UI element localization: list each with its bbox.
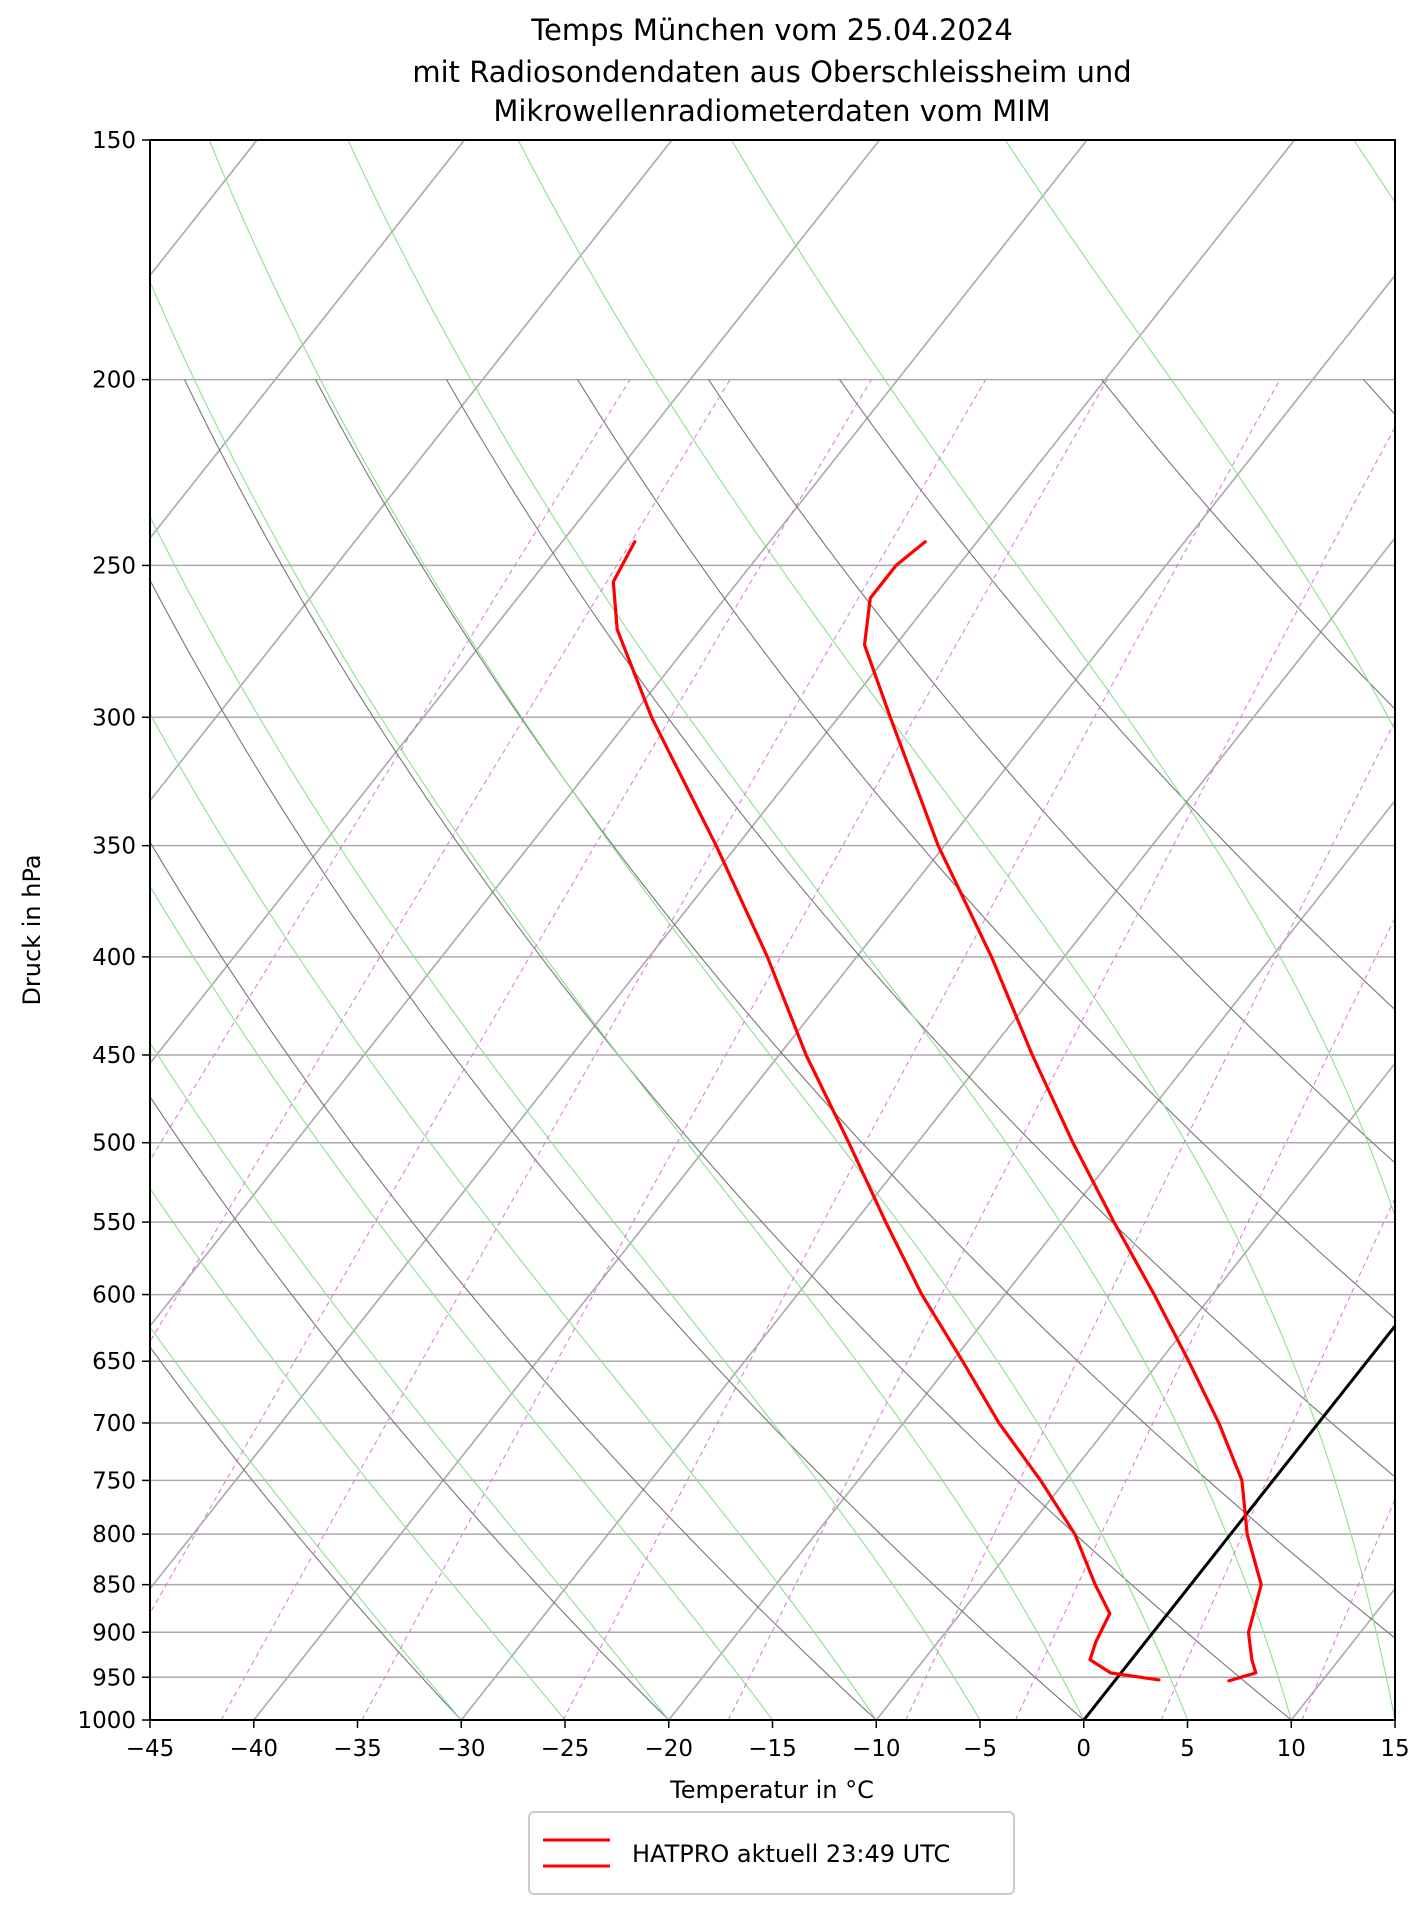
y-axis-ticks: 1000 950 900 850 800 750 700 650 600 550 500 450 400…	[77, 128, 150, 1734]
moist-adiabat-5	[208, 140, 1189, 1720]
moist-adiabat--10	[150, 712, 877, 1720]
isotherm-0	[1083, 1324, 1395, 1720]
mixing-ratio-0.01	[150, 379, 631, 1162]
isotherm--30	[460, 536, 1395, 1720]
isotherm-0-line	[1082, 1323, 1395, 1720]
mixing-ratio-lines	[150, 379, 1395, 1720]
moist-adiabat-30	[1353, 140, 1395, 204]
zero-isotherm	[1082, 1323, 1395, 1720]
x-tick-label--30: −30	[437, 1736, 486, 1762]
isotherm--70	[150, 140, 881, 1065]
moist-adiabat--20	[150, 1042, 670, 1720]
y-tick-label-300: 300	[92, 705, 136, 731]
y-tick-label-850: 850	[92, 1573, 136, 1599]
x-tick-label-0: 0	[1076, 1736, 1091, 1762]
legend-entry-label: HATPRO aktuell 23:49 UTC	[632, 1840, 950, 1868]
legend: HATPRO aktuell 23:49 UTC	[528, 1811, 1015, 1895]
y-tick-label-1000: 1000	[77, 1708, 136, 1734]
moist-adiabat--5	[150, 515, 981, 1720]
moist-adiabat-25	[1004, 140, 1395, 732]
mixing-ratio-8	[1301, 1498, 1395, 1720]
moist-adiabat-lines	[150, 140, 1395, 1720]
x-tick-label--40: −40	[229, 1736, 278, 1762]
dry-adiabat--10	[150, 841, 877, 1720]
dry-adiabat--20	[150, 1095, 670, 1720]
dry-adiabat-0	[150, 579, 1085, 1720]
dry-adiabat--30	[150, 1346, 462, 1720]
isotherm--90	[150, 140, 466, 540]
moist-adiabat-20	[731, 140, 1395, 1218]
legend-box	[528, 1811, 1015, 1895]
x-tick-label--5: −5	[963, 1736, 997, 1762]
chart-title-line-3: Mikrowellenradiometerdaten vom MIM	[493, 94, 1050, 128]
mixing-ratio-0.05	[150, 379, 872, 1615]
y-tick-label-500: 500	[92, 1131, 136, 1157]
y-axis-label: Druck in hPa	[18, 854, 46, 1005]
mixing-ratio-0.2	[361, 379, 1108, 1720]
profile-series	[611, 540, 1263, 1683]
plot-frame	[149, 139, 1396, 1721]
moist-adiabat--25	[150, 1187, 566, 1720]
y-tick-label-150: 150	[92, 128, 136, 154]
moist-adiabat--15	[150, 885, 773, 1720]
dry-adiabat-50	[708, 379, 1395, 1164]
x-tick-label--10: −10	[852, 1736, 901, 1762]
y-tick-label-800: 800	[92, 1522, 136, 1548]
isotherm--10	[875, 1062, 1395, 1720]
isotherm-lines	[150, 140, 1395, 1720]
isotherm--20	[668, 799, 1395, 1720]
y-tick-label-450: 450	[92, 1043, 136, 1069]
y-tick-label-600: 600	[92, 1283, 136, 1309]
y-tick-label-250: 250	[92, 553, 136, 579]
mixing-ratio-2	[905, 720, 1395, 1720]
isotherm--80	[150, 140, 673, 802]
moist-adiabat-0	[150, 280, 1085, 1720]
moist-adiabat-10	[347, 140, 1292, 1720]
y-tick-label-200: 200	[92, 368, 136, 394]
y-tick-label-700: 700	[92, 1411, 136, 1437]
mixing-ratio-0.1	[220, 379, 987, 1720]
y-tick-label-400: 400	[92, 945, 136, 971]
moist-adiabat-15	[517, 140, 1395, 1720]
y-tick-label-950: 950	[92, 1665, 136, 1691]
mixing-ratio-0.5	[562, 379, 1281, 1720]
dry-adiabat-60	[839, 379, 1395, 1011]
x-tick-label--35: −35	[333, 1736, 382, 1762]
y-tick-label-900: 900	[92, 1620, 136, 1646]
x-tick-label-5: 5	[1180, 1736, 1195, 1762]
x-tick-label-10: 10	[1277, 1736, 1306, 1762]
y-tick-label-650: 650	[92, 1349, 136, 1375]
x-tick-label--15: −15	[748, 1736, 797, 1762]
dry-adiabat-30	[446, 379, 1395, 1478]
y-tick-label-750: 750	[92, 1468, 136, 1494]
moist-adiabat--30	[150, 1325, 462, 1720]
y-tick-label-550: 550	[92, 1210, 136, 1236]
isotherm--40	[253, 274, 1395, 1720]
dry-adiabat-40	[577, 379, 1395, 1320]
x-tick-label-15: 15	[1380, 1736, 1409, 1762]
dry-adiabat-80	[1101, 379, 1395, 710]
y-tick-label-350: 350	[92, 834, 136, 860]
chart-title-line-1: Temps München vom 25.04.2024	[530, 13, 1013, 47]
mixing-ratio-3	[1015, 916, 1395, 1720]
x-tick-label--45: −45	[126, 1736, 175, 1762]
x-tick-label--25: −25	[541, 1736, 590, 1762]
isotherm--50	[150, 140, 1296, 1591]
series-dewpoint-line	[611, 540, 1161, 1682]
isobar-gridlines	[150, 139, 1395, 1721]
dry-adiabat-20	[315, 379, 1395, 1639]
mixing-ratio-1	[727, 426, 1395, 1720]
x-tick-label--20: −20	[644, 1736, 693, 1762]
x-axis-ticks: −45 −40 −35 −30 −25 −20 −15 −10 −5 0 5 10 15	[126, 1720, 1410, 1762]
isotherm--60	[150, 140, 1088, 1328]
chart-title-line-2: mit Radiosondendaten aus Oberschleisshei…	[412, 55, 1131, 89]
series-temperature-line	[862, 540, 1263, 1683]
x-axis-label: Temperatur in °C	[669, 1776, 874, 1804]
dry-adiabat-lines	[150, 379, 1395, 1720]
